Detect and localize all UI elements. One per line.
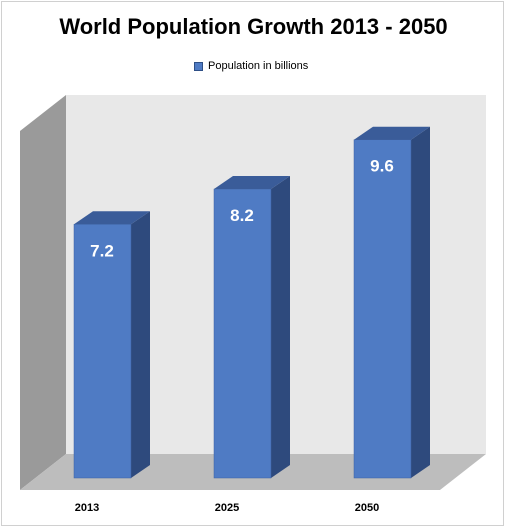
bar-side xyxy=(131,211,150,479)
bar-top xyxy=(214,176,290,190)
legend-swatch xyxy=(194,61,203,71)
x-tick-label: 2013 xyxy=(75,502,99,514)
legend: Population in billions xyxy=(194,58,308,74)
data-label: 7.2 xyxy=(90,241,114,260)
side-wall xyxy=(20,95,66,490)
x-tick-label: 2025 xyxy=(215,502,239,514)
x-tick-label: 2050 xyxy=(355,502,379,514)
bar-top xyxy=(74,211,150,225)
legend-label: Population in billions xyxy=(208,60,309,72)
bar-2025: 8.2 xyxy=(213,176,290,479)
bar-2050: 9.6 xyxy=(353,126,430,479)
bar-side xyxy=(271,176,290,479)
bar-front xyxy=(353,139,412,479)
chart-title: World Population Growth 2013 - 2050 xyxy=(59,14,448,39)
bar-front xyxy=(73,224,132,479)
bar-side xyxy=(411,126,430,478)
data-label: 9.6 xyxy=(370,157,394,176)
bar-2013: 7.2 xyxy=(73,211,150,479)
data-label: 8.2 xyxy=(230,206,254,225)
bar-top xyxy=(354,126,430,140)
bar-front xyxy=(213,188,272,479)
